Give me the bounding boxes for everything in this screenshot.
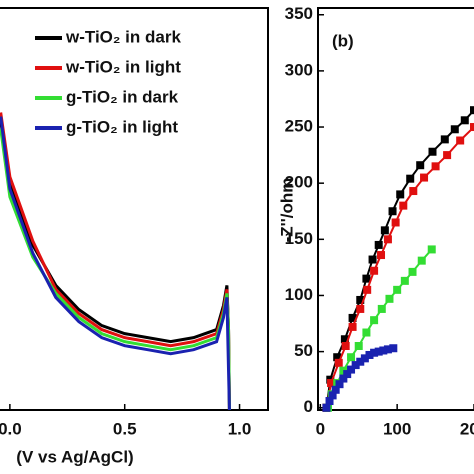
marker [389,344,398,353]
marker [331,385,340,394]
marker [470,106,474,115]
marker [391,218,400,227]
marker [399,201,408,210]
x-tick-label: 0.5 [113,419,137,438]
marker [356,357,365,366]
marker [351,361,360,370]
marker [460,116,469,125]
y-tick-label: 300 [285,60,313,79]
marker [400,276,409,285]
marker [343,370,352,379]
marker [340,335,349,344]
marker [428,147,437,156]
marker [388,207,397,216]
marker [450,125,459,134]
y-tick-label: 150 [285,229,313,248]
marker [377,251,386,260]
x-tick-label: 0.0 [0,419,22,438]
marker [333,353,342,362]
legend-label: g-TiO₂ in dark [66,87,179,106]
marker [360,354,369,363]
legend-label: w-TiO₂ in light [65,57,181,76]
marker [427,245,436,254]
x-tick-label: 1.0 [228,419,252,438]
marker [334,358,343,367]
marker [356,304,365,313]
marker [327,379,336,388]
marker [354,341,363,350]
x-axis-label: (V vs Ag/AgCl) [16,447,133,466]
marker [456,136,465,145]
marker [416,161,425,170]
x-tick-label: 100 [383,419,411,438]
series-line [0,116,231,411]
series-line [0,128,231,411]
marker [380,226,389,235]
marker [370,266,379,275]
marker [396,190,405,199]
left-plot-frame [0,7,269,411]
y-tick-label: 250 [285,117,313,136]
marker [362,274,371,283]
marker [385,294,394,303]
marker [347,365,356,374]
marker [406,174,415,183]
marker [374,240,383,249]
marker [370,316,379,325]
legend-label: g-TiO₂ in light [66,117,178,136]
panel-label: (b) [332,31,354,50]
marker [470,123,474,132]
legend-label: w-TiO₂ in dark [65,27,181,46]
y-axis-label: -Z''/ohm [277,178,296,243]
marker [339,374,348,383]
marker [348,313,357,322]
marker [417,256,426,265]
marker [409,187,418,196]
marker [341,341,350,350]
y-tick-label: 100 [285,285,313,304]
marker [408,267,417,276]
y-tick-label: 50 [294,341,313,360]
marker [325,397,334,406]
marker [370,348,379,357]
marker [379,346,388,355]
marker [363,285,372,294]
series-line [0,120,231,411]
marker [335,380,344,389]
marker [393,285,402,294]
marker [348,322,357,331]
marker [383,345,392,354]
y-tick-label: 200 [285,173,313,192]
marker [328,391,337,400]
y-tick-label: 0 [304,397,313,416]
marker [383,235,392,244]
marker [356,295,365,304]
marker [362,328,371,337]
right-plot-frame [317,7,474,411]
marker [365,350,374,359]
marker [431,162,440,171]
y-tick-label: 350 [285,4,313,23]
marker [368,255,377,264]
x-tick-label: 200 [460,419,474,438]
marker [347,353,356,362]
marker [420,173,429,182]
marker [377,304,386,313]
marker [443,151,452,160]
marker [322,403,331,412]
x-tick-label: 0 [316,419,325,438]
marker [440,135,449,144]
marker [374,347,383,356]
